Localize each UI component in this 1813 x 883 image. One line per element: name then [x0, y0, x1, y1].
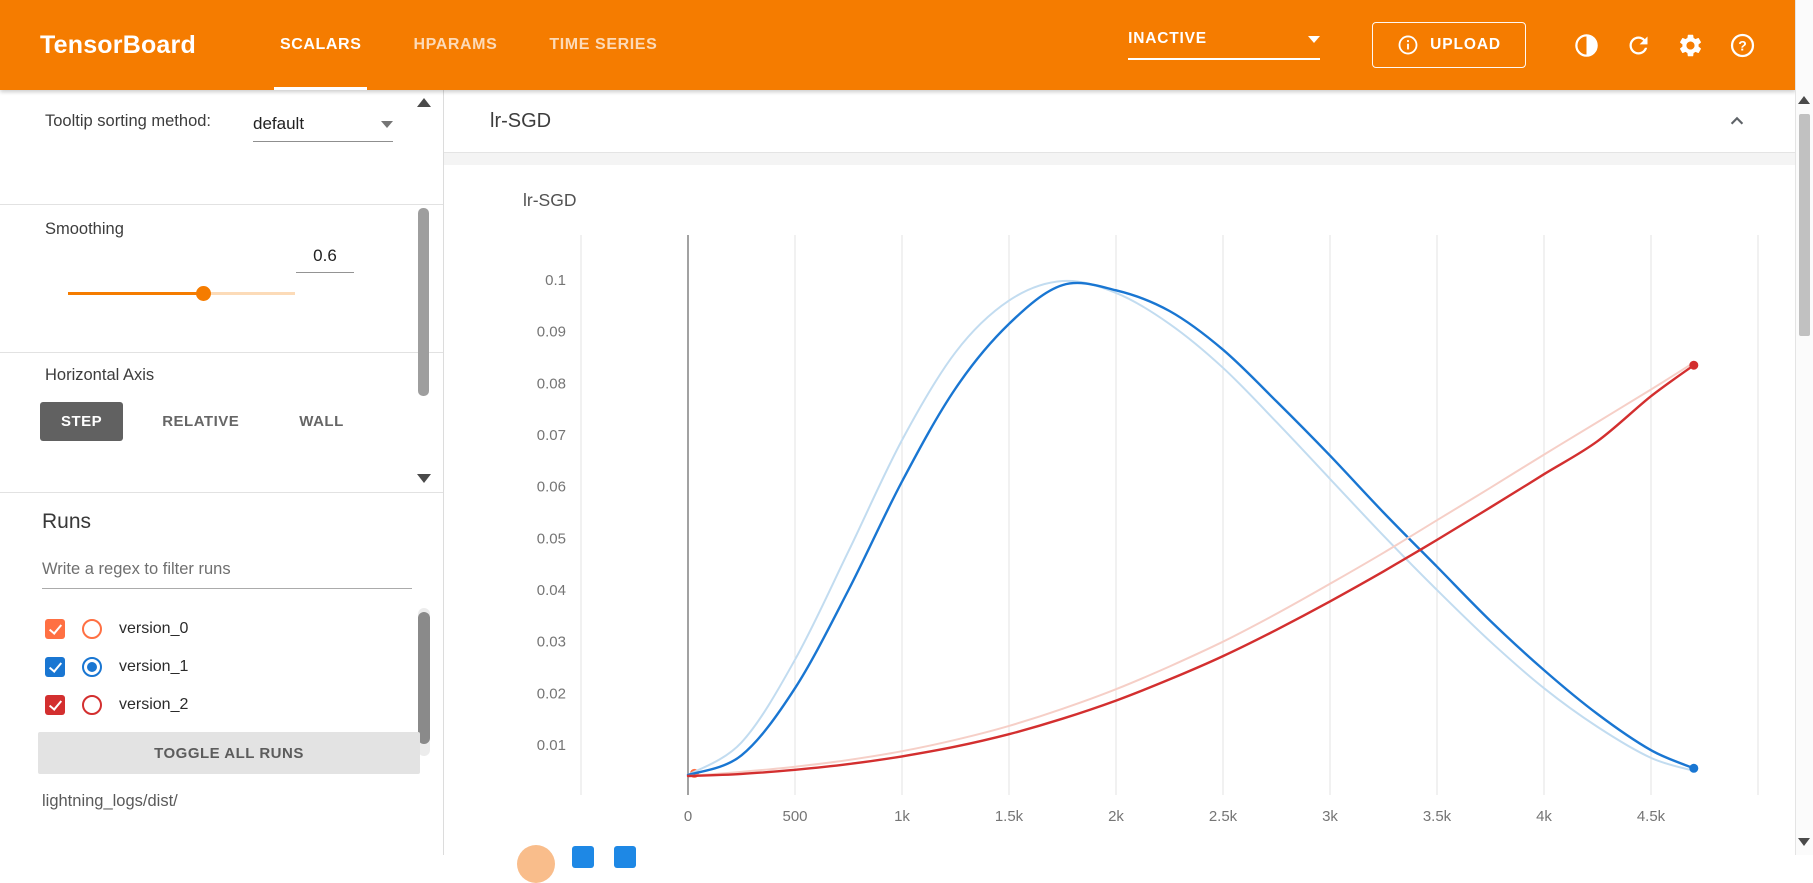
chart-card	[443, 165, 1796, 855]
log-directory-label: lightning_logs/dist/	[42, 792, 178, 810]
refresh-icon[interactable]	[1612, 19, 1664, 71]
x-tick-label: 3.5k	[1423, 808, 1452, 825]
y-tick-label: 0.01	[537, 737, 566, 754]
y-tick-label: 0.06	[537, 479, 566, 496]
axis-wall-button[interactable]: WALL	[278, 402, 365, 441]
run-label: version_0	[119, 620, 189, 637]
run-list: version_0 version_1 version_2	[45, 610, 395, 724]
tooltip-sorting-value: default	[253, 114, 305, 133]
upload-button-label: UPLOAD	[1430, 36, 1501, 53]
tooltip-sorting-select[interactable]: default	[253, 114, 393, 142]
x-tick-label: 4.5k	[1637, 808, 1666, 825]
divider	[0, 204, 443, 205]
chevron-up-icon[interactable]	[1722, 106, 1752, 136]
x-tick-label: 500	[782, 808, 807, 825]
info-icon	[1397, 34, 1419, 56]
scroll-down-arrow-icon[interactable]	[1798, 838, 1810, 846]
y-tick-label: 0.02	[537, 685, 566, 702]
run-checkbox[interactable]	[45, 657, 65, 677]
tab-hparams[interactable]: HPARAMS	[413, 36, 498, 53]
axis-relative-button[interactable]: RELATIVE	[141, 402, 260, 441]
scroll-up-arrow-icon[interactable]	[1798, 96, 1810, 104]
runs-title: Runs	[42, 510, 92, 533]
run-radio[interactable]	[82, 695, 102, 715]
run-radio-dot	[87, 662, 97, 672]
slider-thumb[interactable]	[196, 286, 212, 301]
run-row-version_0: version_0	[45, 610, 395, 648]
page-scrollbar[interactable]	[1795, 0, 1813, 855]
tooltip-sorting-label: Tooltip sorting method:	[45, 112, 212, 130]
line-chart[interactable]: 0.01 0.02 0.03 0.04 0.05 0.06 0.07 0.08 0.09 0.1 0…	[443, 165, 1796, 855]
scroll-up-arrow-icon[interactable]	[417, 98, 431, 107]
scalar-group-title: lr-SGD	[490, 109, 552, 132]
run-label: version_2	[119, 696, 189, 713]
tab-bar: SCALARS HPARAMS TIME SERIES	[254, 0, 683, 90]
horizontal-axis-label: Horizontal Axis	[45, 366, 155, 384]
axis-step-button[interactable]: STEP	[40, 402, 124, 441]
scroll-down-arrow-icon[interactable]	[417, 474, 431, 483]
series-version_1-smoothed-line	[686, 281, 1695, 777]
x-tick-label: 0	[684, 808, 692, 825]
status-dropdown-value: INACTIVE	[1128, 30, 1207, 47]
series-version_2-raw-line	[687, 361, 1695, 777]
svg-text:?: ?	[1738, 37, 1747, 53]
chart-footer-icon[interactable]	[614, 846, 636, 868]
sidebar-scrollbar-thumb[interactable]	[418, 208, 429, 396]
upload-button[interactable]: UPLOAD	[1372, 22, 1526, 68]
horizontal-axis-buttons: STEP RELATIVE WALL	[40, 402, 365, 441]
series-version_1-endpoint-dot[interactable]	[1689, 763, 1699, 773]
y-tick-label: 0.03	[537, 634, 566, 651]
run-row-version_1: version_1	[45, 648, 395, 686]
tab-scalars[interactable]: SCALARS	[254, 0, 388, 90]
run-label: version_1	[119, 658, 189, 675]
gear-icon[interactable]	[1664, 19, 1716, 71]
y-tick-label: 0.07	[537, 427, 566, 444]
smoothing-value-field[interactable]: 0.6	[296, 240, 354, 273]
divider	[0, 492, 443, 493]
run-radio[interactable]	[82, 657, 102, 677]
divider	[0, 352, 443, 353]
y-tick-label: 0.05	[537, 530, 566, 547]
chevron-down-icon	[381, 120, 393, 128]
y-tick-label: 0.08	[537, 375, 566, 392]
x-tick-label: 1k	[894, 808, 910, 825]
runs-filter-input[interactable]	[42, 556, 412, 589]
chevron-down-icon	[1308, 35, 1321, 43]
run-row-version_2: version_2	[45, 686, 395, 724]
scalar-group-header[interactable]: lr-SGD	[443, 90, 1796, 153]
runs-scrollbar-thumb[interactable]	[418, 612, 430, 744]
y-tick-label: 0.09	[537, 324, 566, 341]
page-scrollbar-thumb[interactable]	[1799, 114, 1810, 336]
x-tick-label: 2.5k	[1209, 808, 1238, 825]
app-header: TensorBoard SCALARS HPARAMS TIME SERIES IN…	[0, 0, 1796, 90]
smoothing-label: Smoothing	[45, 220, 124, 238]
run-checkbox[interactable]	[45, 695, 65, 715]
series-version_1-raw-line	[687, 279, 1695, 776]
contrast-icon[interactable]	[1560, 19, 1612, 71]
x-tick-label: 4k	[1536, 808, 1552, 825]
series-version_2-smoothed-line	[686, 364, 1695, 778]
run-checkbox[interactable]	[45, 619, 65, 639]
settings-sidebar: Tooltip sorting method: default Smoothin…	[0, 90, 444, 855]
y-tick-label: 0.1	[545, 272, 566, 289]
help-icon[interactable]: ?	[1716, 19, 1768, 71]
slider-fill	[68, 292, 205, 295]
x-tick-label: 3k	[1322, 808, 1338, 825]
x-tick-label: 1.5k	[995, 808, 1024, 825]
chart-footer-run-button[interactable]	[517, 845, 555, 883]
x-tick-label: 2k	[1108, 808, 1124, 825]
chart-footer-icon[interactable]	[572, 846, 594, 868]
status-dropdown[interactable]: INACTIVE	[1128, 30, 1321, 60]
chart-title: lr-SGD	[523, 190, 577, 210]
smoothing-slider[interactable]	[68, 286, 295, 301]
app-title: TensorBoard	[40, 30, 196, 59]
toggle-all-runs-button[interactable]: TOGGLE ALL RUNS	[38, 732, 420, 774]
y-tick-label: 0.04	[537, 582, 566, 599]
series-version_2-endpoint-dot[interactable]	[1689, 360, 1699, 370]
run-radio[interactable]	[82, 619, 102, 639]
tab-time-series[interactable]: TIME SERIES	[549, 36, 658, 53]
